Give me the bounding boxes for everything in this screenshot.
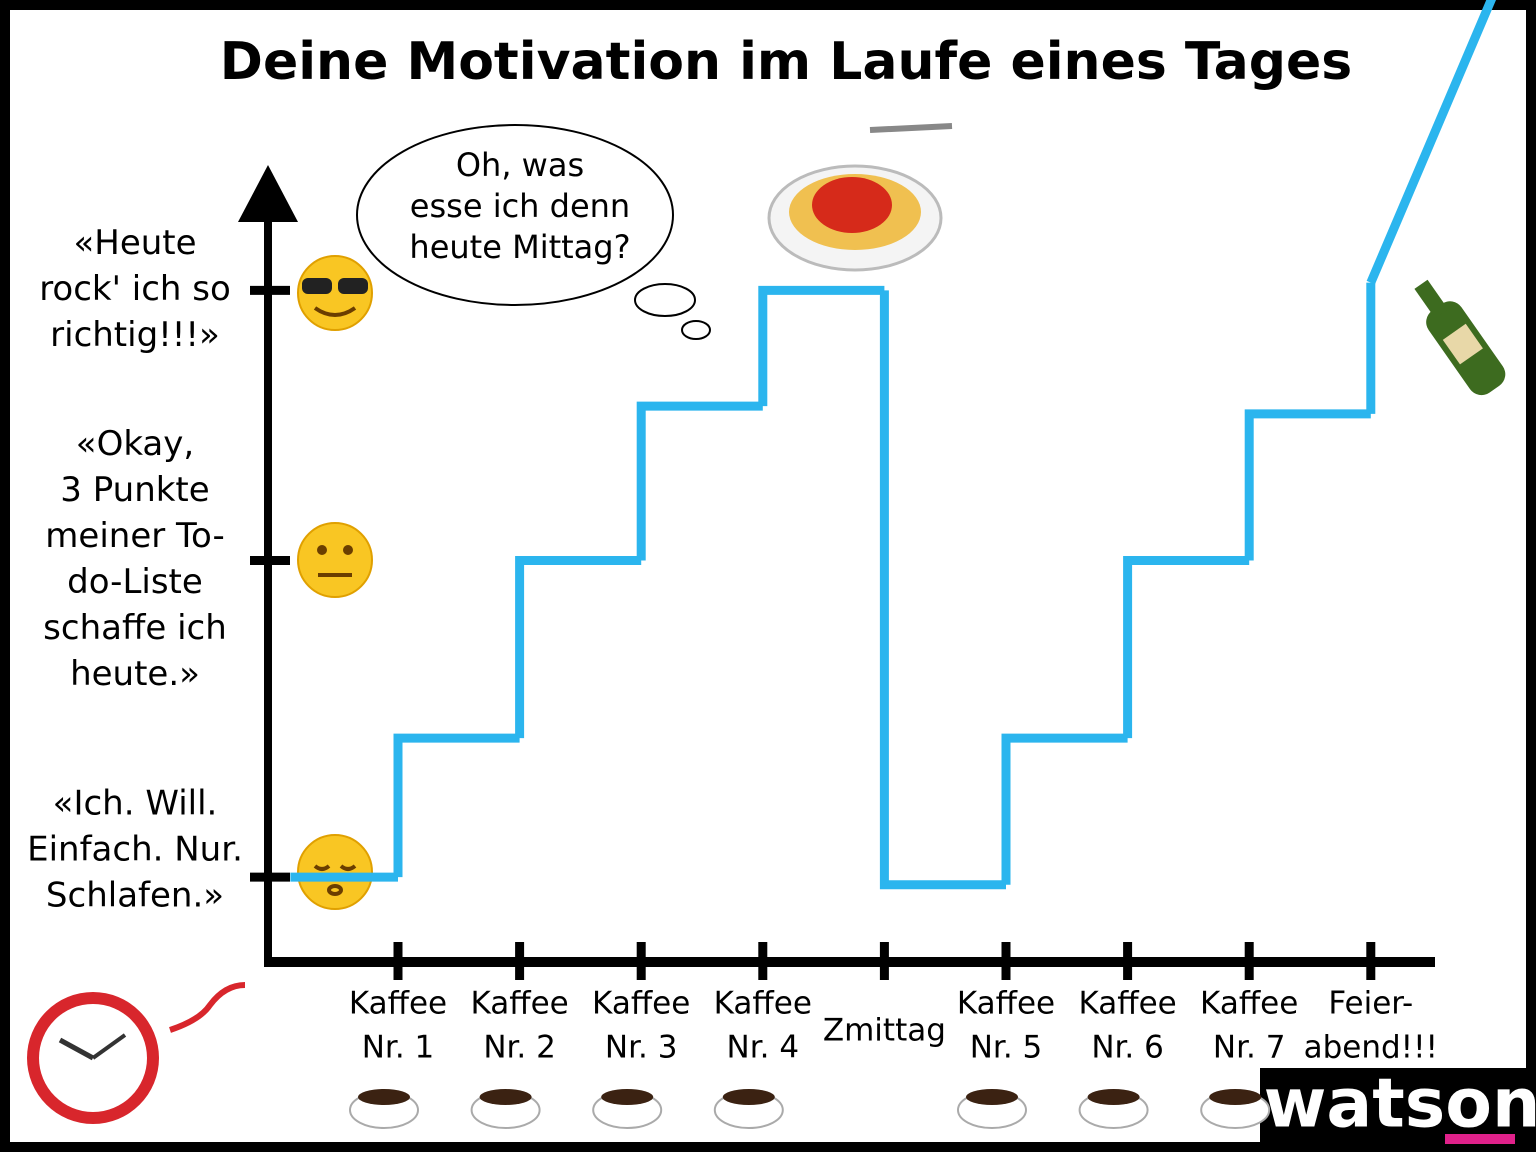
alarm-clock bbox=[27, 982, 246, 1124]
x-tick-label: Nr. 3 bbox=[605, 1030, 678, 1066]
x-tick-label: Kaffee bbox=[470, 986, 568, 1022]
logo: watson bbox=[1264, 1065, 1536, 1144]
sunglasses bbox=[302, 278, 368, 294]
x-tick-label: abend!!! bbox=[1304, 1030, 1438, 1066]
x-tick-label: Nr. 5 bbox=[970, 1030, 1043, 1066]
y-tick-label: «Heute bbox=[73, 223, 196, 263]
step-segment bbox=[393, 733, 520, 878]
y-tick-label: meiner To- bbox=[45, 516, 224, 556]
coffee-cup bbox=[592, 1089, 663, 1129]
step-segment bbox=[1366, 0, 1497, 285]
step-segment bbox=[636, 401, 763, 561]
x-tick-label: Kaffee bbox=[349, 986, 447, 1022]
x-tick-label: Nr. 7 bbox=[1213, 1030, 1286, 1066]
x-tick-label: Nr. 4 bbox=[727, 1030, 800, 1066]
cup-part bbox=[1087, 1089, 1140, 1105]
coffee-cup bbox=[1200, 1089, 1271, 1129]
coffee-cup bbox=[349, 1089, 419, 1129]
logo-underline bbox=[1445, 1134, 1515, 1144]
y-tick-label: heute.» bbox=[70, 654, 200, 694]
coffee-cup bbox=[713, 1089, 784, 1129]
x-tick-label: Nr. 1 bbox=[362, 1030, 435, 1066]
chart-title: Deine Motivation im Laufe eines Tages bbox=[220, 32, 1352, 92]
x-tick-label: Feier- bbox=[1328, 986, 1413, 1022]
cup-part bbox=[722, 1089, 775, 1105]
x-tick-label: Kaffee bbox=[1200, 986, 1298, 1022]
x-tick-label: Nr. 6 bbox=[1091, 1030, 1164, 1066]
coffee-cup bbox=[957, 1089, 1027, 1129]
y-tick-label: «Okay, bbox=[76, 424, 194, 464]
face-features bbox=[313, 306, 357, 896]
x-tick-label: Kaffee bbox=[1078, 986, 1176, 1022]
champagne bbox=[1414, 279, 1506, 396]
y-tick-label: Einfach. Nur. bbox=[27, 830, 243, 870]
cup-part bbox=[601, 1089, 654, 1105]
y-tick-label: richtig!!!» bbox=[50, 315, 220, 355]
y-tick-label: schaffe ich bbox=[43, 608, 227, 648]
y-tick-label: do-Liste bbox=[67, 562, 203, 602]
x-tick-label: Nr. 2 bbox=[483, 1030, 556, 1066]
x-tick-label: Kaffee bbox=[957, 986, 1055, 1022]
annotation: heute Mittag? bbox=[409, 228, 630, 266]
y-tick-label: Schlafen.» bbox=[46, 876, 224, 916]
thought-cloud bbox=[356, 124, 711, 340]
step-segment bbox=[1001, 733, 1128, 885]
spaghetti bbox=[767, 123, 953, 272]
background bbox=[10, 10, 1526, 1142]
annotation: esse ich denn bbox=[410, 187, 630, 225]
cup-part bbox=[479, 1089, 532, 1105]
annotation: Oh, was bbox=[456, 146, 584, 184]
x-tick-label: Kaffee bbox=[714, 986, 812, 1022]
step-segment bbox=[758, 285, 885, 407]
cup-part bbox=[358, 1089, 410, 1105]
y-tick-label: rock' ich so bbox=[39, 269, 231, 309]
x-tick-label: Zmittag bbox=[823, 1013, 946, 1049]
emoji-faces bbox=[297, 255, 373, 910]
cup-part bbox=[966, 1089, 1018, 1105]
step-segment bbox=[1244, 409, 1371, 561]
cup-part bbox=[1209, 1089, 1262, 1105]
step-segment bbox=[1123, 556, 1250, 739]
y-tick-label: 3 Punkte bbox=[60, 470, 209, 510]
x-tick-label: Kaffee bbox=[592, 986, 690, 1022]
y-tick-label: «Ich. Will. bbox=[53, 784, 218, 824]
coffee-cup bbox=[1078, 1089, 1149, 1129]
coffee-cup bbox=[470, 1089, 541, 1129]
step-segment bbox=[515, 556, 642, 739]
y-axis-arrow bbox=[238, 165, 298, 222]
step-segment bbox=[879, 290, 1006, 890]
